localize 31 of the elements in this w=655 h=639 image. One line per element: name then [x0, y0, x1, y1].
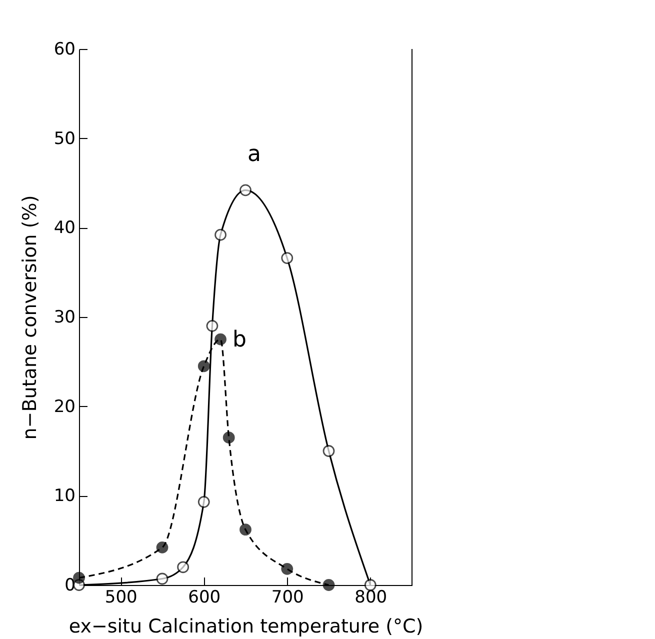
x-tick-label: 600: [188, 588, 221, 608]
y-axis-title: n−Butane conversion (%): [18, 195, 41, 440]
point: [156, 542, 168, 554]
y-tick-label: 40: [54, 218, 76, 238]
series-label: a: [248, 142, 261, 168]
x-tick-label: 500: [104, 588, 138, 608]
point: [281, 252, 294, 264]
point: [214, 228, 226, 241]
x-tick-label: 700: [271, 588, 304, 608]
point: [198, 360, 210, 372]
point: [177, 561, 190, 574]
y-tick-label: 10: [54, 486, 76, 506]
y-tick-label: 50: [54, 128, 76, 149]
point: [281, 562, 294, 575]
y-tick-label: 60: [54, 40, 76, 60]
y-tick-label: 0: [64, 576, 76, 596]
point: [73, 572, 85, 584]
point: [206, 320, 218, 332]
point: [322, 445, 335, 457]
y-tick-label: 30: [54, 308, 76, 328]
point: [222, 432, 235, 444]
x-tick-label: 800: [354, 588, 388, 608]
point: [240, 524, 252, 536]
point: [156, 572, 168, 585]
series-label: b: [232, 327, 246, 352]
point: [198, 496, 210, 508]
x-axis-title: ex−situ Calcination temperature (°C): [68, 616, 424, 638]
point: [214, 333, 226, 346]
point: [240, 184, 252, 196]
point: [322, 579, 335, 591]
y-tick-label: 20: [54, 396, 76, 417]
